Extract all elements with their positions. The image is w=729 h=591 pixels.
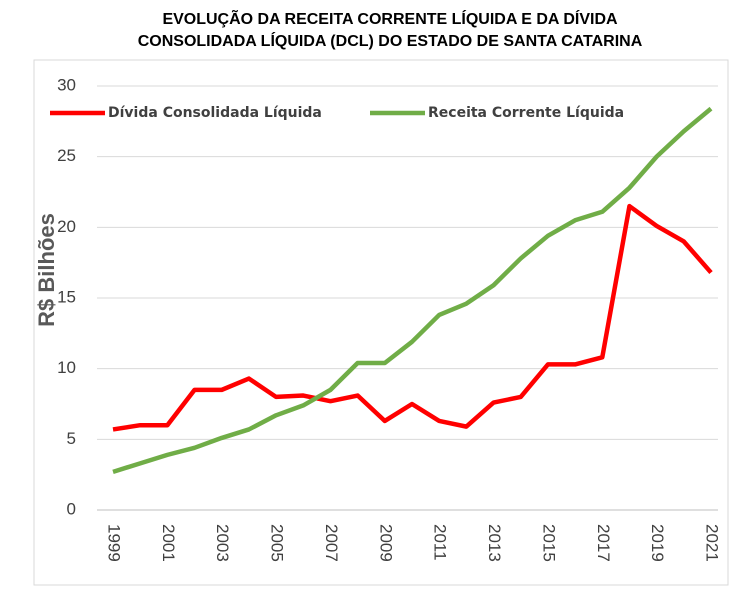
data-line — [112, 106, 713, 474]
x-tick-label: 2005 — [268, 524, 287, 562]
legend-label: Receita Corrente Líquida — [428, 105, 624, 121]
y-tick-label: 25 — [57, 146, 76, 165]
data-line — [112, 203, 713, 432]
chart-title: CONSOLIDADA LÍQUIDA (DCL) DO ESTADO DE S… — [138, 31, 643, 50]
x-tick-label: 2013 — [485, 524, 504, 562]
x-tick-label: 2021 — [703, 524, 722, 562]
x-tick-label: 2011 — [431, 524, 450, 561]
y-tick-label: 10 — [57, 358, 76, 377]
y-axis-label: R$ Bilhões — [34, 213, 59, 327]
y-tick-label: 30 — [57, 75, 76, 94]
y-tick-label: 5 — [67, 429, 76, 448]
x-tick-label: 2017 — [594, 524, 613, 562]
legend-label: Dívida Consolidada Líquida — [108, 105, 322, 121]
x-tick-label: 2001 — [159, 524, 178, 562]
chart-frame — [33, 59, 729, 586]
x-tick-label: 2015 — [539, 524, 558, 562]
x-tick-label: 2003 — [213, 524, 232, 562]
x-tick-label: 2009 — [376, 524, 395, 562]
y-tick-label: 20 — [57, 217, 76, 236]
x-tick-label: 2007 — [322, 524, 341, 562]
x-tick-label: 1999 — [105, 524, 124, 562]
y-tick-label: 15 — [57, 287, 76, 306]
x-tick-label: 2019 — [648, 524, 667, 562]
y-tick-label: 0 — [67, 499, 76, 518]
chart-title: EVOLUÇÃO DA RECEITA CORRENTE LÍQUIDA E D… — [162, 8, 618, 28]
